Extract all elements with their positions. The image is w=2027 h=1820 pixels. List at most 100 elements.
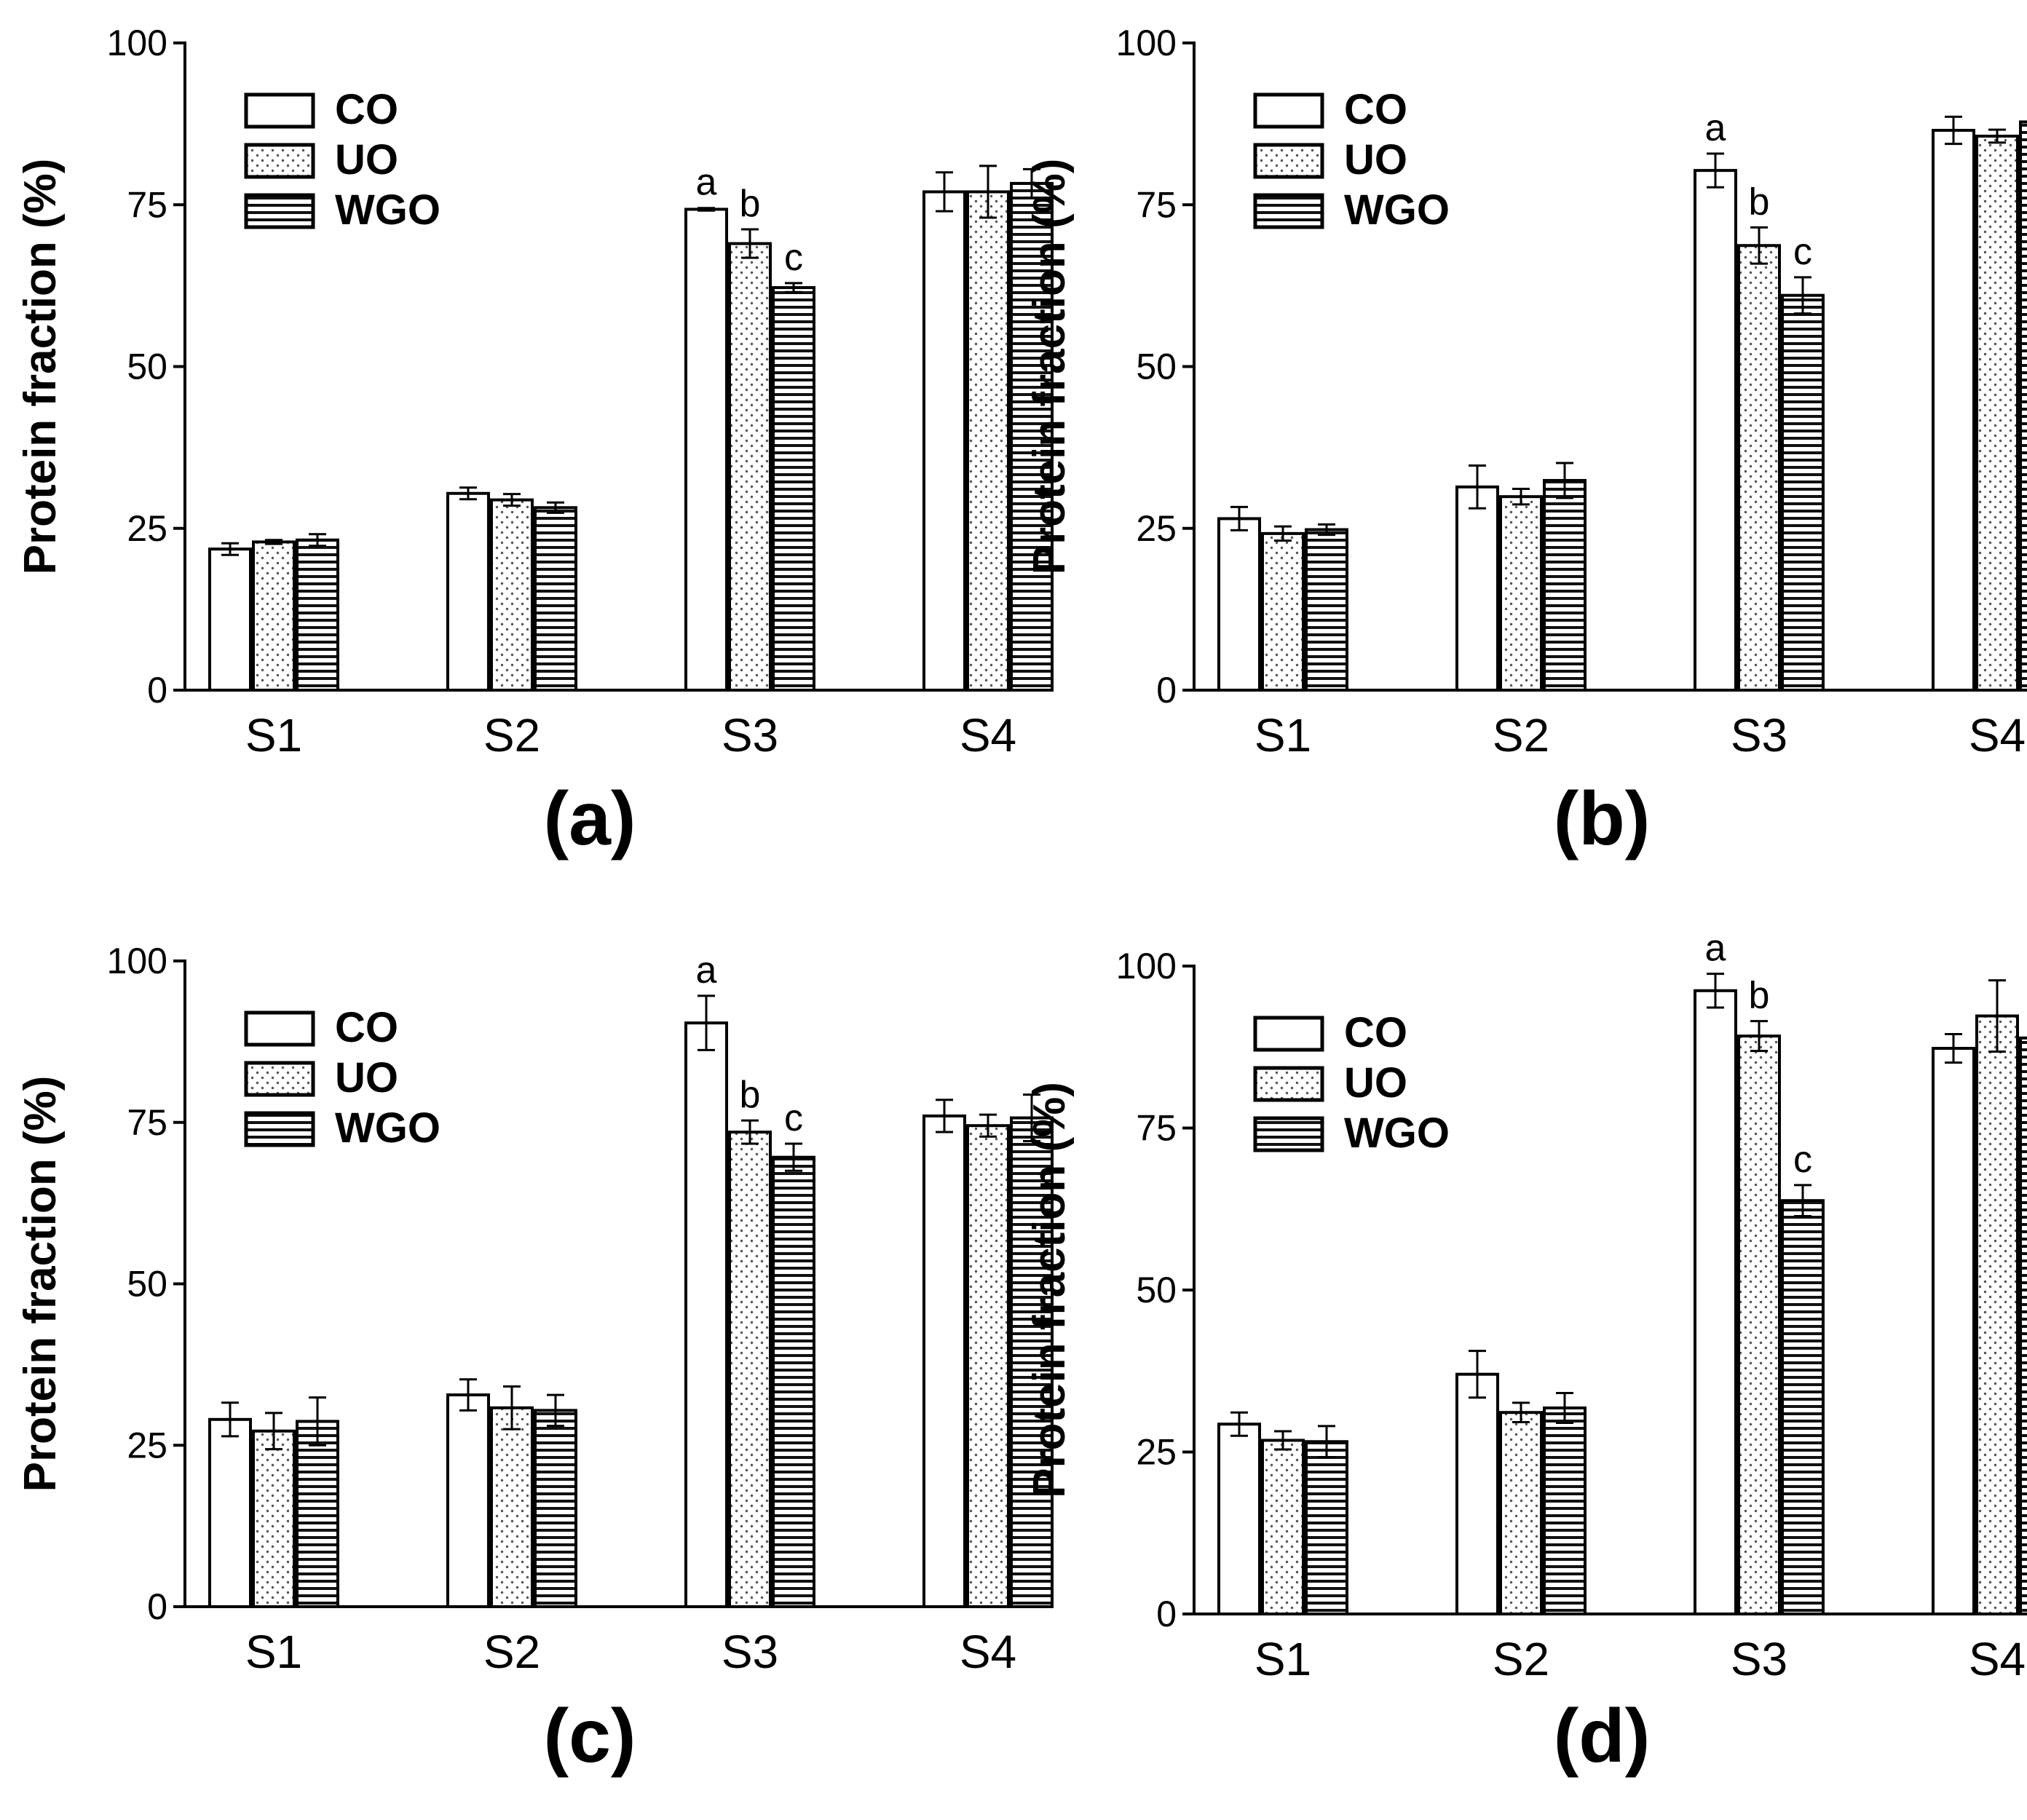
bar bbox=[1455, 485, 1499, 692]
bar bbox=[1543, 478, 1587, 692]
bar bbox=[2019, 120, 2027, 692]
bar bbox=[2019, 1036, 2027, 1616]
y-tick-label: 0 bbox=[1156, 670, 1177, 711]
legend-label: CO bbox=[1344, 1009, 1407, 1056]
legend-swatch bbox=[1253, 143, 1324, 179]
x-tick-label: S1 bbox=[245, 709, 302, 761]
x-tick-label: S2 bbox=[483, 709, 540, 761]
significance-letter: c bbox=[1793, 231, 1812, 273]
x-tick-label: S4 bbox=[1969, 709, 2026, 761]
bar bbox=[296, 1420, 339, 1609]
legend-swatch bbox=[244, 92, 315, 129]
legend-label: WGO bbox=[1344, 1109, 1450, 1157]
bar bbox=[728, 242, 772, 692]
bar bbox=[1975, 135, 2019, 692]
x-tick-label: S4 bbox=[1969, 1633, 2026, 1685]
legend-swatch bbox=[244, 1061, 315, 1097]
bar bbox=[252, 1429, 296, 1608]
x-tick-label: S3 bbox=[1731, 1633, 1787, 1685]
legend-label: UO bbox=[1344, 1059, 1407, 1107]
bar bbox=[922, 190, 966, 692]
legend-swatch bbox=[1253, 1066, 1324, 1102]
bar bbox=[1543, 1406, 1587, 1615]
y-tick-label: 75 bbox=[1136, 184, 1177, 225]
x-tick-label: S4 bbox=[960, 1626, 1016, 1678]
legend-swatch bbox=[1253, 193, 1324, 229]
significance-letter: b bbox=[740, 1074, 761, 1116]
x-tick-label: S3 bbox=[722, 709, 778, 761]
bar bbox=[1781, 293, 1825, 692]
legend-swatch bbox=[1253, 1116, 1324, 1152]
bar bbox=[1737, 244, 1781, 692]
bar bbox=[684, 1021, 728, 1608]
x-tick-label: S2 bbox=[483, 1626, 540, 1678]
y-tick-label: 100 bbox=[107, 23, 167, 63]
bar bbox=[1694, 169, 1737, 692]
y-tick-label: 50 bbox=[127, 1264, 167, 1305]
y-tick-label: 25 bbox=[1136, 508, 1177, 549]
y-axis-title: Protein fraction (%) bbox=[1024, 159, 1075, 575]
y-tick-label: 75 bbox=[127, 1102, 167, 1143]
y-tick-label: 0 bbox=[147, 670, 167, 711]
panel-caption: (c) bbox=[543, 1694, 636, 1779]
bar bbox=[728, 1131, 772, 1609]
legend-swatch bbox=[244, 1111, 315, 1147]
significance-letter: c bbox=[784, 1097, 803, 1139]
y-tick-label: 100 bbox=[107, 941, 167, 981]
legend-swatch bbox=[1253, 1016, 1324, 1052]
significance-letter: c bbox=[784, 237, 803, 279]
bar bbox=[1932, 129, 1975, 692]
x-tick-label: S3 bbox=[722, 1626, 778, 1678]
bar bbox=[1932, 1047, 1975, 1615]
bar bbox=[1499, 495, 1543, 692]
bar bbox=[772, 286, 815, 692]
bar bbox=[490, 1406, 534, 1608]
bar bbox=[208, 547, 252, 692]
bar bbox=[446, 1393, 490, 1608]
bar bbox=[1737, 1034, 1781, 1615]
bar bbox=[1010, 1116, 1054, 1608]
x-tick-label: S1 bbox=[1254, 1633, 1311, 1685]
x-tick-label: S1 bbox=[245, 1626, 302, 1678]
bar bbox=[922, 1114, 966, 1608]
bar bbox=[1010, 181, 1054, 692]
y-tick-label: 75 bbox=[1136, 1108, 1177, 1149]
chart-panel: 0 25 50 75 100 S1 S2 S3 S4 Protein fraction (%) CO… bbox=[1024, 927, 2027, 1779]
y-axis-title: Protein fraction (%) bbox=[15, 159, 66, 575]
y-tick-label: 50 bbox=[1136, 347, 1177, 387]
legend-label: UO bbox=[335, 1054, 398, 1101]
x-tick-label: S1 bbox=[1254, 709, 1311, 761]
bar bbox=[1455, 1372, 1499, 1615]
panel-caption: (a) bbox=[543, 777, 636, 861]
chart-panel: 0 25 50 75 100 S1 S2 S3 S4 Protein fraction (%) CO… bbox=[15, 23, 1054, 861]
significance-letter: a bbox=[696, 162, 717, 204]
bar bbox=[1694, 989, 1737, 1615]
y-axis-title: Protein fraction (%) bbox=[15, 1076, 66, 1492]
x-tick-label: S2 bbox=[1493, 1633, 1549, 1685]
legend-swatch bbox=[244, 1010, 315, 1047]
bar bbox=[534, 506, 577, 692]
legend-label: CO bbox=[335, 86, 398, 133]
chart-panel: 0 25 50 75 100 S1 S2 S3 S4 Protein fraction (%) CO… bbox=[15, 941, 1054, 1779]
bar bbox=[296, 538, 339, 692]
legend-label: WGO bbox=[335, 1104, 440, 1152]
significance-letter: a bbox=[1705, 927, 1726, 970]
legend-label: UO bbox=[335, 136, 398, 183]
bar bbox=[1781, 1199, 1825, 1616]
y-tick-label: 0 bbox=[147, 1586, 167, 1627]
bar bbox=[1305, 1440, 1348, 1616]
y-tick-label: 25 bbox=[127, 508, 167, 549]
significance-letter: a bbox=[696, 949, 717, 992]
panel-caption: (b) bbox=[1554, 777, 1651, 861]
y-tick-label: 50 bbox=[1136, 1270, 1177, 1310]
legend-label: CO bbox=[1344, 86, 1407, 133]
significance-letter: b bbox=[740, 183, 761, 225]
legend-label: WGO bbox=[1344, 186, 1450, 234]
bar bbox=[1261, 1439, 1305, 1615]
legend-swatch bbox=[244, 143, 315, 179]
y-tick-label: 75 bbox=[127, 184, 167, 225]
legend-label: CO bbox=[335, 1004, 398, 1051]
bar bbox=[966, 190, 1010, 692]
x-tick-label: S2 bbox=[1493, 709, 1549, 761]
